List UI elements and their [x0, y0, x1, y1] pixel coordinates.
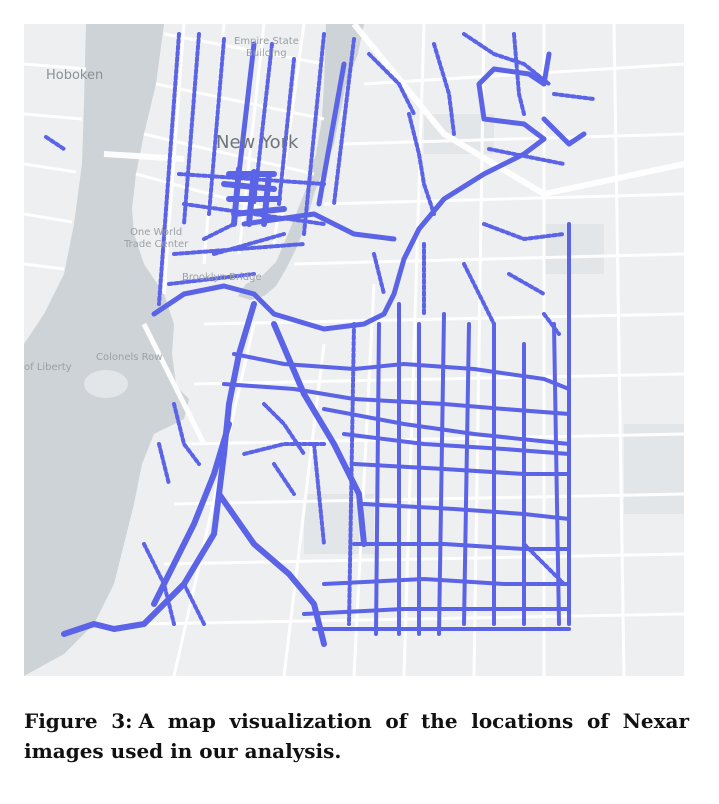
map: Hoboken New York Empire State Building O…: [24, 24, 684, 676]
figure-label: Figure 3:: [24, 709, 133, 733]
figure-caption: Figure 3: A map visualization of the loca…: [24, 706, 689, 766]
brooklyn-bridge-label: Brooklyn Bridge: [182, 272, 262, 283]
hudson-river: [24, 24, 186, 676]
one-wtc-label-2: Trade Center: [123, 239, 189, 250]
empire-state-label-2: Building: [246, 48, 287, 59]
caption-text: A map visualization of the locations of …: [24, 709, 689, 763]
one-wtc-label: One World: [130, 227, 182, 238]
hoboken-label: Hoboken: [46, 68, 103, 83]
east-river: [238, 24, 364, 300]
empire-state-label: Empire State: [234, 36, 299, 47]
new-york-label: New York: [216, 132, 299, 153]
park: [544, 224, 604, 274]
park: [624, 424, 684, 514]
liberty-label: of Liberty: [24, 362, 72, 373]
nexar-route-coverage: [44, 32, 596, 647]
governors-island: [84, 370, 128, 398]
colonels-row-label: Colonels Row: [96, 352, 162, 363]
